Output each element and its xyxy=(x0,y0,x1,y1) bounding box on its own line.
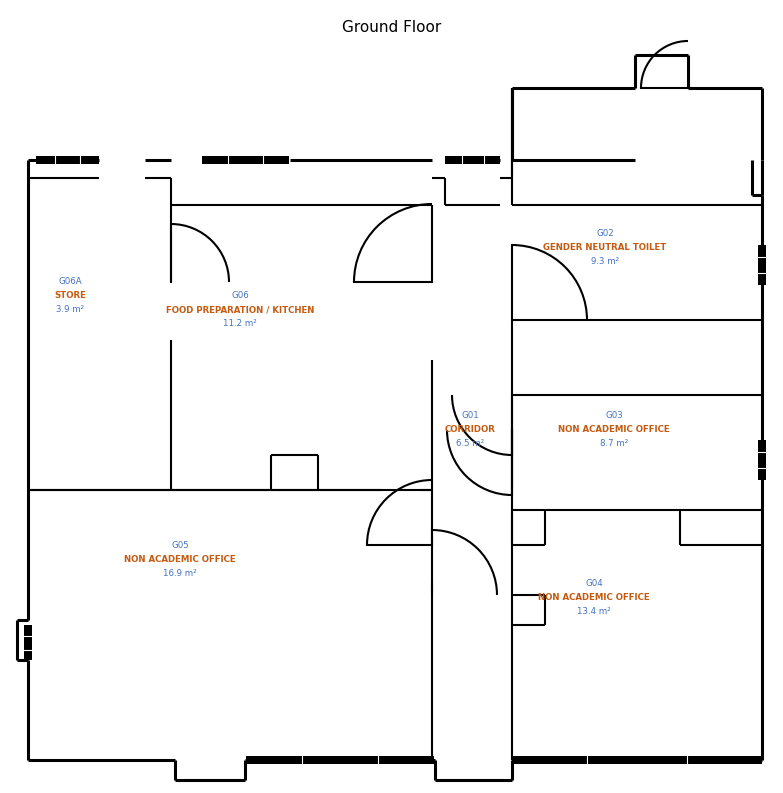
Text: Ground Floor: Ground Floor xyxy=(342,21,441,36)
Bar xyxy=(445,156,500,164)
Text: G06: G06 xyxy=(231,292,249,301)
Text: G01: G01 xyxy=(461,412,479,420)
Text: NON ACADEMIC OFFICE: NON ACADEMIC OFFICE xyxy=(558,426,669,435)
Text: G03: G03 xyxy=(605,412,622,420)
Bar xyxy=(36,156,99,164)
Bar xyxy=(512,756,762,764)
Bar xyxy=(758,245,766,285)
Bar xyxy=(246,756,434,764)
Text: G02: G02 xyxy=(596,229,614,239)
Text: 6.5 m²: 6.5 m² xyxy=(456,439,484,449)
Text: 11.2 m²: 11.2 m² xyxy=(223,320,257,328)
Text: G05: G05 xyxy=(171,542,189,550)
Text: G06A: G06A xyxy=(58,277,81,285)
Text: GENDER NEUTRAL TOILET: GENDER NEUTRAL TOILET xyxy=(543,243,666,252)
Text: 8.7 m²: 8.7 m² xyxy=(600,439,628,449)
Text: NON ACADEMIC OFFICE: NON ACADEMIC OFFICE xyxy=(124,556,236,565)
Text: 13.4 m²: 13.4 m² xyxy=(577,607,611,616)
Text: 16.9 m²: 16.9 m² xyxy=(163,569,197,579)
Text: FOOD PREPARATION / KITCHEN: FOOD PREPARATION / KITCHEN xyxy=(166,305,314,315)
Text: NON ACADEMIC OFFICE: NON ACADEMIC OFFICE xyxy=(538,593,650,603)
Text: STORE: STORE xyxy=(54,290,86,300)
Text: G04: G04 xyxy=(585,580,603,588)
Text: 9.3 m²: 9.3 m² xyxy=(591,258,619,266)
Bar xyxy=(24,625,32,660)
Bar xyxy=(758,440,766,480)
Text: CORRIDOR: CORRIDOR xyxy=(445,426,496,435)
Bar xyxy=(202,156,289,164)
Text: 3.9 m²: 3.9 m² xyxy=(56,305,84,313)
